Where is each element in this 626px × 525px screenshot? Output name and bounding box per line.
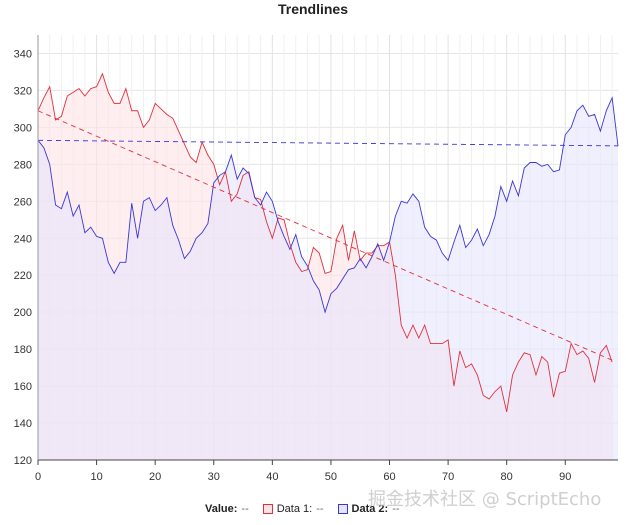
legend-item-data-1[interactable]: Data 1:	[276, 503, 313, 515]
trendlines	[37, 110, 619, 361]
series-line-data-2	[37, 96, 619, 314]
legend-item-data-2[interactable]: Data 2:	[351, 503, 389, 515]
legend-swatch-data-1[interactable]	[262, 504, 273, 514]
y-tick-label: 280	[14, 159, 32, 171]
y-tick-label: 200	[14, 307, 32, 319]
y-tick-label: 160	[14, 381, 32, 393]
y-tick-label: 120	[14, 455, 32, 467]
area-fills	[38, 73, 618, 461]
x-tick-label: 70	[442, 471, 454, 483]
y-tick-label: 220	[14, 270, 32, 282]
y-tick-label: 260	[14, 196, 32, 208]
y-tick-label: 140	[14, 418, 32, 430]
x-tick-label: 60	[383, 471, 395, 483]
trendline-data-2	[37, 139, 619, 147]
legend-item-data-1-value: --	[316, 503, 324, 515]
y-tick-label: 300	[14, 122, 32, 134]
series-lines	[37, 72, 619, 413]
x-tick-label: 80	[501, 471, 513, 483]
chart-title: Trendlines	[277, 1, 349, 17]
x-tick-label: 40	[266, 471, 278, 483]
y-tick-label: 180	[14, 344, 32, 356]
x-tick-label: 50	[325, 471, 337, 483]
y-tick-label: 340	[14, 48, 32, 60]
x-tick-label: 20	[149, 471, 161, 483]
y-tick-label: 240	[14, 233, 32, 245]
tick-labels: 120 140 160 180 200 220 240 260 280 300 320 340 0 10 2…	[14, 48, 572, 483]
legend-value-text: --	[241, 503, 249, 515]
axes	[37, 35, 618, 465]
x-tick-label: 90	[559, 471, 571, 483]
x-tick-label: 0	[35, 471, 41, 483]
legend-item-data-2-value: --	[392, 503, 400, 515]
watermark: 掘金技术社区 @ ScriptEcho	[368, 489, 602, 510]
x-tick-label: 30	[208, 471, 220, 483]
x-tick-label: 10	[90, 471, 102, 483]
legend-swatch-data-2[interactable]	[337, 504, 348, 514]
area-fill-data-2	[38, 97, 618, 460]
y-tick-label: 320	[14, 85, 32, 97]
legend-value-label: Value:	[205, 503, 238, 515]
legend: Value: -- Data 1: -- Data 2: --	[205, 503, 414, 515]
